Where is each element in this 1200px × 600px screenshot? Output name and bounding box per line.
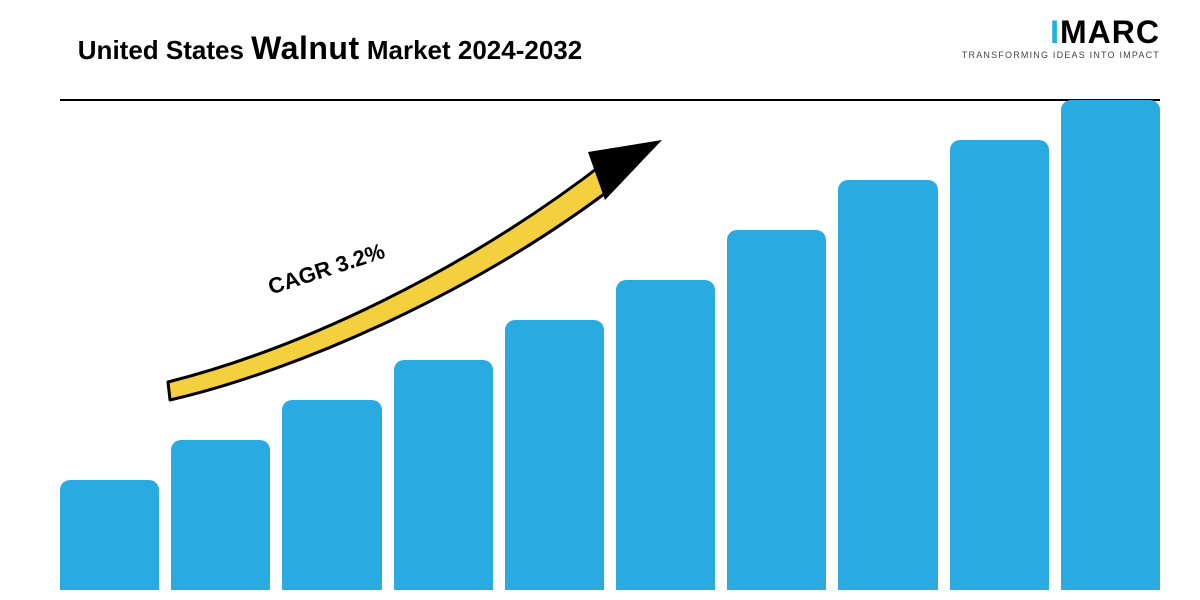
brand-logo: IMARC TRANSFORMING IDEAS INTO IMPACT (962, 12, 1160, 60)
logo-accent-letter: I (1050, 14, 1060, 50)
logo-text: IMARC (962, 16, 1160, 48)
bar-9 (950, 140, 1049, 590)
bar-6 (616, 280, 715, 590)
bar-chart: CAGR 3.2% (60, 90, 1160, 590)
bar-1 (60, 480, 159, 590)
bar-7 (727, 230, 826, 590)
bar-8 (838, 180, 937, 590)
title-keyword: Walnut (251, 30, 359, 66)
bar-2 (171, 440, 270, 590)
logo-tagline: TRANSFORMING IDEAS INTO IMPACT (962, 50, 1160, 60)
title-suffix: Market 2024-2032 (360, 35, 583, 65)
bar-5 (505, 320, 604, 590)
bar-group (60, 90, 1160, 590)
title-prefix: United States (78, 35, 251, 65)
logo-rest: MARC (1060, 14, 1160, 50)
bar-10 (1061, 100, 1160, 590)
page-title: United States Walnut Market 2024-2032 (60, 12, 582, 85)
bar-3 (282, 400, 381, 590)
header: United States Walnut Market 2024-2032 IM… (0, 0, 1200, 85)
bar-4 (394, 360, 493, 590)
